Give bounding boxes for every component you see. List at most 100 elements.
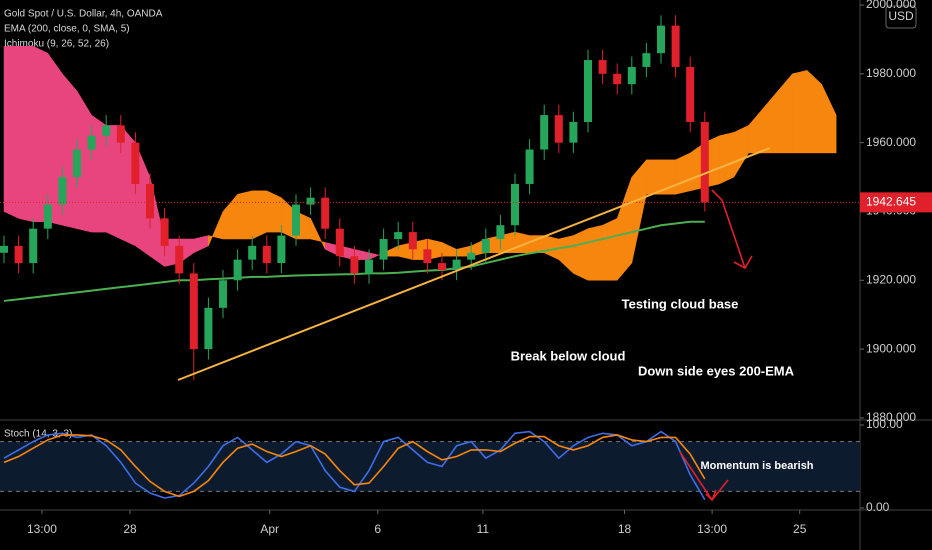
candle-body [452,259,461,270]
candle-body [204,307,213,350]
candle-body [335,228,344,257]
candle-body [511,183,519,226]
candle-body [292,204,300,236]
cloud-segment [3,46,19,219]
candle-body [189,273,198,350]
cloud-segment [733,125,749,178]
annotation: Momentum is bearish [700,460,813,472]
x-tick-label: 28 [123,522,137,536]
currency: USD [888,9,914,23]
candle-body [423,249,432,264]
cloud-segment [631,159,647,264]
y-tick-label: 1900.000 [866,341,916,355]
candle-body [642,53,651,67]
cloud-segment [543,235,560,261]
cloud-segment [222,193,238,240]
cloud-segment [748,107,764,154]
x-tick-label: 18 [618,522,632,536]
candle-body [350,256,359,274]
candle-body [700,121,709,203]
candle-body [175,245,184,274]
candle-body [160,218,169,246]
ichimoku-legend: Ichimoku (9, 26, 52, 26) [4,39,109,50]
cloud-segment [719,131,735,185]
trend-line [177,147,771,381]
arrow [711,189,753,270]
cloud-segment [646,159,662,195]
currency-box [885,5,917,29]
cloud-segment [675,152,691,195]
cloud-segment [32,45,49,223]
cloud-segment [602,217,618,281]
band-fill [0,441,860,492]
candle-body [131,142,140,184]
cloud-segment [237,190,253,240]
cloud-segment [762,90,779,154]
candle-body [102,125,111,136]
candle-body [14,245,23,264]
x-tick-label: 25 [793,522,807,536]
y-tick-label: 1920.000 [866,272,916,286]
candle-body [569,121,578,143]
cloud-segment [573,228,589,281]
annotation: Testing cloud base [622,296,739,311]
candle-body [554,115,563,143]
candle-body [379,238,388,260]
candle-body [116,125,125,143]
y-tick-label: 1960.000 [866,135,916,149]
cloud-segment [208,211,224,246]
x-tick-label: 13:00 [697,522,727,536]
candle-body [496,225,505,239]
candle-body [306,197,315,205]
candle-body [262,245,271,264]
y-tick-label: 100.00 [866,417,903,431]
candle-body [73,149,81,178]
cloud-segment [18,46,34,223]
candle-body [584,60,592,122]
plot: 1880.0001900.0001920.0001940.0001960.000… [0,0,932,536]
candle-body [481,238,490,253]
cloud-segment [777,73,793,154]
candle-body [219,280,227,308]
price-box [860,192,932,213]
candle-body [671,25,680,67]
cloud-segment [193,235,209,254]
candle-body [686,66,695,122]
annotation: Break below cloud [511,348,626,363]
cloud-segment [266,190,282,233]
price-label: 1942.645 [866,195,916,209]
candle-body [248,245,257,260]
candle-body [233,259,242,281]
cloud-segment [558,235,574,274]
cloud-segment [806,69,822,154]
candle-body [321,197,330,229]
candle-body [146,183,154,219]
cloud-segment [587,224,603,281]
candle-body [277,235,286,264]
candle-body [394,232,403,239]
y-tick-label: 1880.000 [866,410,916,424]
candle-body [87,135,96,150]
candle-body [540,115,549,150]
ema-legend: EMA (200, close, 0, SMA, 5) [4,24,130,35]
cloud-segment [616,176,633,281]
candle-body [627,66,636,85]
candle-body [438,263,446,270]
candle-body [43,204,52,229]
candle-body [613,73,622,85]
cloud-segment [251,190,268,240]
arrow [679,451,729,502]
candle-body [0,245,8,253]
cloud-segment [821,84,837,154]
series-line [3,434,706,498]
symbol-legend: Gold Spot / U.S. Dollar, 4h, OANDA [4,9,163,20]
candle-body [525,149,534,184]
candle-body [657,25,665,54]
x-tick-label: 11 [477,522,490,536]
cloud-segment [792,70,808,154]
x-tick-label: 13:00 [27,522,57,536]
candle-body [467,252,476,260]
candle-body [408,232,417,250]
